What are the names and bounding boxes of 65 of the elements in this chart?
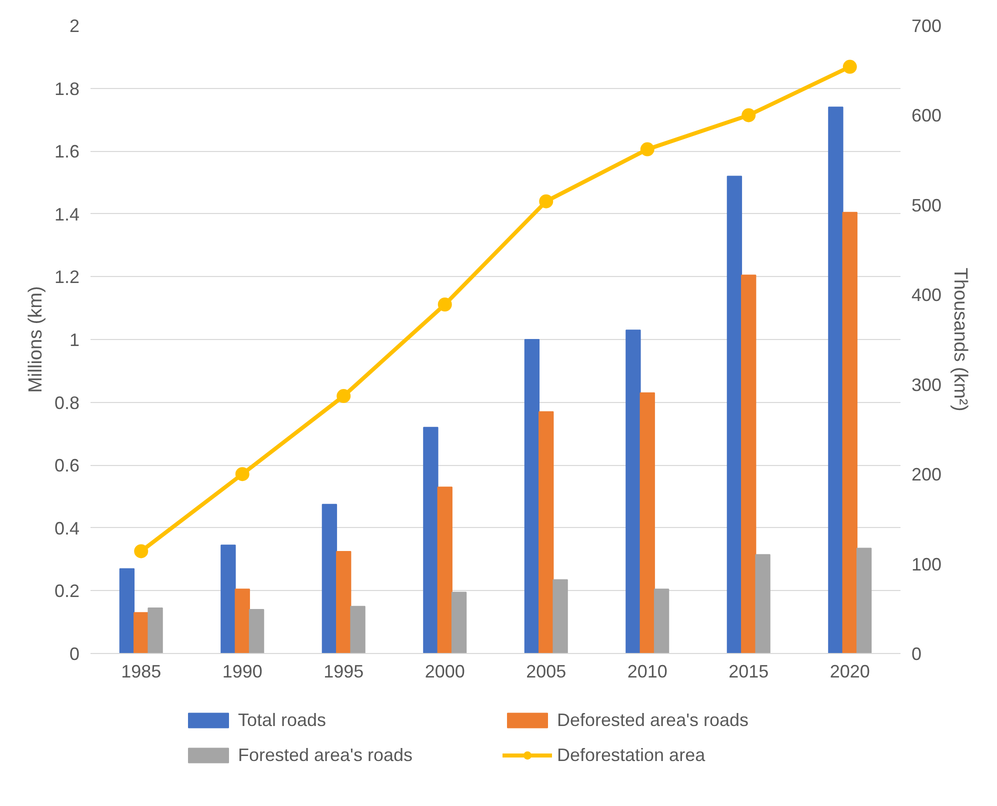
x-tick-label: 2015 (728, 662, 769, 682)
y2-tick-label: 700 (912, 16, 942, 36)
x-tick-label: 2010 (627, 662, 668, 682)
x-tick-label: 2020 (830, 662, 870, 682)
bar (248, 609, 264, 654)
x-tick-label: 2005 (526, 662, 566, 682)
y2-tick-label: 600 (912, 106, 942, 126)
y2-tick-label: 0 (912, 644, 922, 664)
y-tick-label: 1 (69, 330, 80, 350)
bar (336, 550, 352, 654)
y-tick-label: 0.4 (54, 518, 80, 538)
y-tick-label: 1.8 (54, 78, 80, 99)
y2-axis-title: Thousands (km²) (950, 268, 971, 412)
bar (538, 411, 554, 654)
bar (856, 548, 872, 654)
bar (842, 212, 858, 654)
y-tick-label: 0.6 (54, 456, 80, 476)
legend-label: Deforestation area (557, 744, 706, 766)
bar (437, 486, 452, 654)
bar (423, 426, 438, 654)
x-tick-label: 2000 (424, 662, 465, 682)
bar (654, 588, 670, 654)
y-tick-label: 0.2 (54, 581, 80, 602)
y-tick-label: 0 (69, 644, 80, 664)
bar (741, 274, 756, 654)
y-tick-label: 1.2 (54, 267, 80, 288)
legend-label: Deforested area's roads (557, 710, 750, 730)
x-tick-label: 1995 (324, 662, 364, 682)
bar (350, 606, 366, 654)
bar (552, 579, 568, 654)
bar (451, 592, 467, 654)
y-axis-title: Millions (km) (25, 286, 46, 393)
y2-tick-label: 100 (912, 554, 942, 574)
legend-label: Total roads (238, 710, 328, 730)
bar (119, 568, 135, 654)
legend-label: Forested area's roads (238, 744, 414, 766)
y2-tick-label: 200 (912, 464, 942, 485)
point (134, 544, 148, 558)
bar (626, 330, 641, 654)
bar (134, 612, 149, 654)
bar (322, 504, 338, 654)
y-tick-label: 1.4 (54, 204, 80, 224)
point (842, 60, 857, 74)
bar (234, 588, 250, 654)
bar (148, 607, 163, 654)
bar (726, 176, 742, 654)
bar (640, 392, 655, 654)
bar (828, 106, 844, 654)
x-tick-label: 1985 (121, 662, 162, 682)
y-tick-label: 2 (69, 16, 80, 36)
point (640, 142, 654, 156)
y-tick-label: 0.8 (54, 392, 80, 413)
y2-tick-label: 300 (912, 374, 942, 395)
point (235, 467, 250, 482)
point (742, 108, 756, 122)
bar (755, 554, 770, 654)
x-tick-label: 1990 (222, 662, 262, 682)
point (438, 298, 452, 312)
point (336, 389, 351, 404)
bar (524, 339, 540, 654)
y-tick-label: 1.6 (54, 142, 80, 162)
point (539, 194, 554, 208)
bar (220, 544, 236, 654)
y2-tick-label: 500 (912, 195, 942, 216)
y2-tick-label: 400 (912, 285, 942, 306)
